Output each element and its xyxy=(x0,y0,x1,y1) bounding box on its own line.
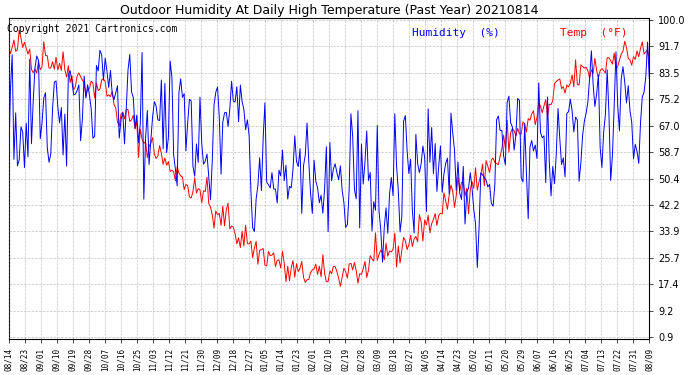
Text: Humidity  (%): Humidity (%) xyxy=(412,28,500,38)
Text: Copyright 2021 Cartronics.com: Copyright 2021 Cartronics.com xyxy=(7,24,177,34)
Title: Outdoor Humidity At Daily High Temperature (Past Year) 20210814: Outdoor Humidity At Daily High Temperatu… xyxy=(120,4,538,17)
Text: Temp  (°F): Temp (°F) xyxy=(560,28,627,38)
